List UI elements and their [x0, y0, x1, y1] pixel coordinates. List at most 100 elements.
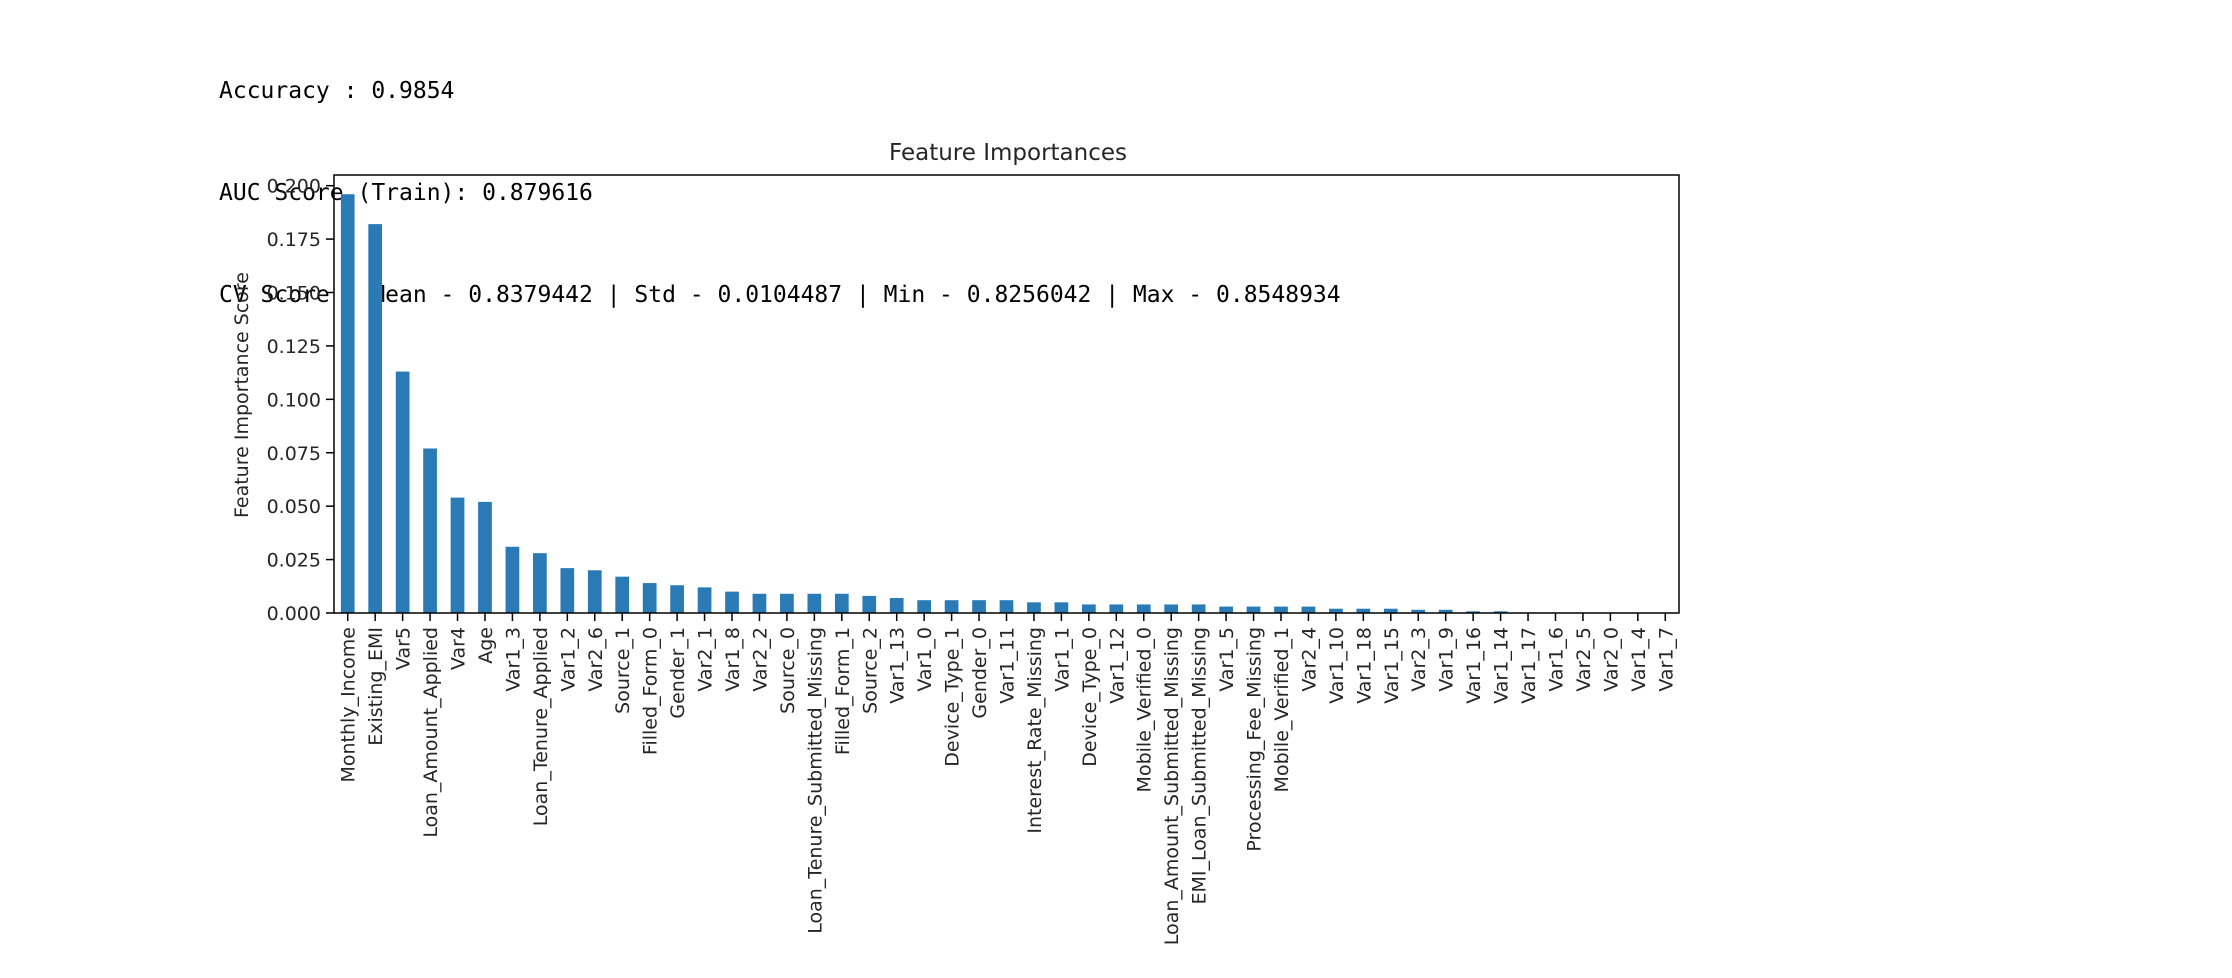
- bar-var4: [450, 497, 465, 613]
- bar-loan-amount-applied: [423, 448, 437, 613]
- bar-var2-1: [697, 587, 712, 613]
- bar-var2-4: [1301, 606, 1316, 613]
- bar-loan-tenure-applied: [533, 553, 547, 613]
- bar-monthly-income: [340, 194, 355, 614]
- auc-score-line: AUC Score (Train): 0.879616: [219, 180, 593, 206]
- bar-mobile-verified-0: [1136, 604, 1151, 613]
- bar-var1-18: [1356, 608, 1371, 613]
- x-tick-label: Var4: [448, 627, 470, 670]
- bar-processing-fee-missing: [1246, 606, 1261, 613]
- bar-interest-rate-missing: [1027, 602, 1041, 613]
- bar-var1-8: [725, 591, 739, 613]
- x-tick-label: Var2_3: [1408, 627, 1430, 692]
- x-tick-label: Existing_EMI: [365, 627, 387, 746]
- bar-source-0: [780, 593, 794, 613]
- bar-emi-loan-submitted-missing: [1191, 604, 1206, 613]
- x-tick-label: Mobile_Verified_1: [1271, 627, 1293, 792]
- x-tick-label: Var1_2: [557, 627, 579, 692]
- bar-device-type-1: [944, 600, 959, 613]
- notebook-output: Accuracy : 0.9854 AUC Score (Train): 0.8…: [219, 6, 1341, 346]
- x-tick-label: Var2_2: [749, 627, 771, 692]
- bar-filled-form-0: [642, 583, 657, 613]
- plot-frame: [333, 174, 1680, 614]
- x-tick-label: Var1_4: [1628, 627, 1650, 692]
- bar-var2-3: [1411, 609, 1426, 613]
- x-tick-label: Var5: [393, 627, 415, 670]
- bar-var1-12: [1109, 604, 1124, 613]
- x-tick-label: Var1_5: [1216, 627, 1238, 692]
- x-tick-label: Gender_0: [969, 627, 991, 719]
- x-tick-label: Var1_13: [887, 627, 909, 704]
- x-tick-label: Var1_9: [1436, 627, 1458, 692]
- bar-mobile-verified-1: [1274, 606, 1288, 613]
- x-tick-label: Var1_8: [722, 627, 744, 692]
- x-tick-label: Var1_18: [1353, 627, 1375, 704]
- bar-var5: [395, 371, 410, 613]
- x-tick-label: EMI_Loan_Submitted_Missing: [1189, 627, 1211, 905]
- x-tick-label: Gender_1: [667, 627, 689, 719]
- bar-var1-10: [1329, 608, 1343, 613]
- bar-device-type-0: [1081, 604, 1096, 613]
- x-tick-label: Var2_0: [1600, 627, 1622, 692]
- x-tick-label: Device_Type_0: [1079, 627, 1101, 767]
- bar-var1-5: [1219, 606, 1233, 613]
- bar-var1-11: [999, 600, 1014, 613]
- y-axis: 0.000 0.025 0.050 0.075 0.100 0.125 0.150 0.175…: [267, 176, 334, 625]
- y-tick-label: 0.200: [267, 176, 321, 198]
- bars-group: [340, 194, 1508, 614]
- y-tick-label: 0.125: [267, 336, 321, 358]
- bar-var1-14: [1493, 611, 1508, 613]
- bar-var1-15: [1383, 608, 1398, 613]
- y-tick-label: 0.075: [267, 443, 321, 465]
- bar-var1-3: [505, 546, 520, 613]
- bar-var1-1: [1054, 602, 1069, 613]
- x-tick-label: Var1_10: [1326, 627, 1348, 704]
- bar-age: [478, 501, 492, 613]
- x-tick-label: Interest_Rate_Missing: [1024, 627, 1046, 834]
- x-axis: Monthly_Income Existing_EMI Var5 Loan_Amoun…: [338, 613, 1677, 945]
- y-tick-label: 0.000: [267, 603, 321, 625]
- x-tick-label: Loan_Amount_Applied: [420, 627, 442, 838]
- y-tick-label: 0.150: [267, 283, 321, 305]
- x-tick-label: Var1_11: [997, 627, 1019, 704]
- y-tick-label: 0.025: [267, 550, 321, 572]
- x-tick-label: Loan_Amount_Submitted_Missing: [1161, 627, 1183, 945]
- bar-var1-16: [1466, 611, 1480, 613]
- x-tick-label: Var1_15: [1381, 627, 1403, 704]
- x-tick-label: Device_Type_1: [942, 627, 964, 767]
- x-tick-label: Var1_16: [1463, 627, 1485, 704]
- chart-title: Feature Importances: [889, 140, 1127, 166]
- x-tick-label: Monthly_Income: [338, 627, 360, 783]
- y-axis-label: Feature Importance Score: [231, 272, 253, 518]
- bar-loan-amount-submitted-missing: [1164, 604, 1179, 613]
- x-tick-label: Var1_1: [1051, 627, 1073, 692]
- bar-var1-2: [560, 568, 575, 613]
- x-tick-label: Filled_Form_1: [832, 627, 854, 755]
- bar-gender-0: [972, 600, 986, 613]
- bar-source-1: [615, 576, 630, 613]
- x-tick-label: Age: [475, 627, 497, 664]
- x-tick-label: Var2_1: [695, 627, 717, 692]
- bar-source-2: [862, 595, 877, 613]
- bar-filled-form-1: [834, 593, 849, 613]
- x-tick-label: Var1_6: [1545, 627, 1567, 692]
- x-tick-label: Var1_0: [914, 627, 936, 692]
- bar-var2-2: [752, 593, 767, 613]
- x-tick-label: Source_1: [612, 627, 634, 714]
- x-tick-label: Var1_14: [1491, 627, 1513, 704]
- x-tick-label: Loan_Tenure_Submitted_Missing: [804, 627, 826, 934]
- y-tick-label: 0.175: [267, 229, 321, 251]
- y-tick-label: 0.050: [267, 496, 321, 518]
- x-tick-label: Source_0: [777, 627, 799, 714]
- x-tick-label: Var2_5: [1573, 627, 1595, 692]
- x-tick-label: Mobile_Verified_0: [1134, 627, 1156, 792]
- bar-existing-emi: [368, 224, 383, 613]
- bar-var1-9: [1438, 609, 1453, 613]
- x-tick-label: Var1_7: [1655, 627, 1677, 692]
- bar-loan-tenure-submitted-missing: [807, 593, 822, 613]
- x-tick-label: Var2_6: [585, 627, 607, 692]
- x-tick-label: Filled_Form_0: [640, 627, 662, 755]
- bar-var1-0: [917, 600, 932, 613]
- x-tick-label: Processing_Fee_Missing: [1244, 627, 1266, 852]
